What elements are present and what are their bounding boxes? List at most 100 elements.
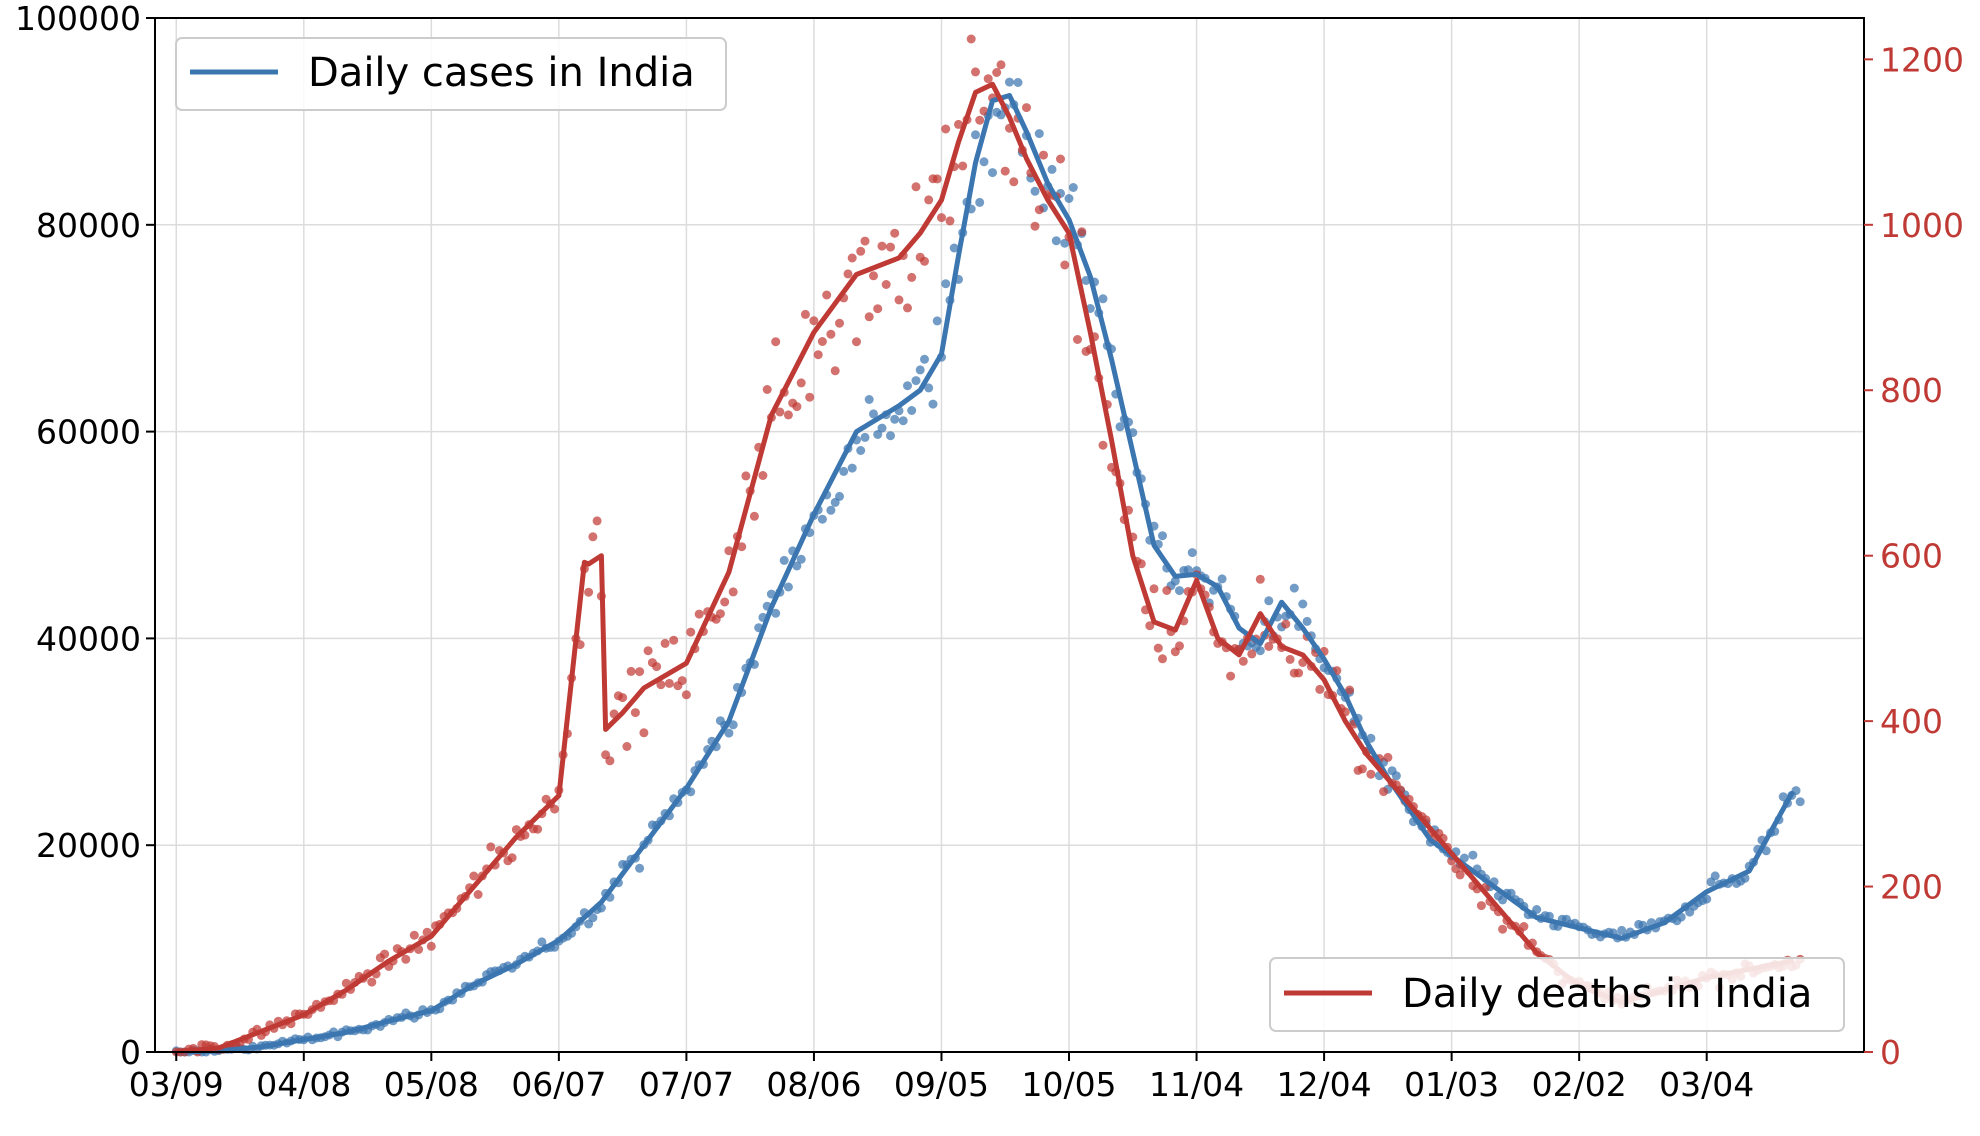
scatter-point — [881, 280, 891, 289]
scatter-point — [979, 106, 989, 116]
scatter-point — [1136, 559, 1146, 569]
scatter-point — [1073, 335, 1082, 344]
y-left-tick-label: 20000 — [36, 826, 141, 865]
y-right-tick-label: 800 — [1880, 371, 1943, 410]
scatter-point — [894, 295, 904, 305]
scatter-point — [1170, 576, 1180, 586]
scatter-point — [975, 115, 985, 125]
scatter-point — [847, 253, 857, 263]
y-right-tick-label: 1000 — [1880, 206, 1964, 245]
scatter-point — [1162, 586, 1172, 595]
scatter-point — [971, 67, 980, 77]
scatter-point — [1345, 685, 1355, 695]
scatter-point — [766, 589, 776, 599]
scatter-point — [1264, 596, 1274, 606]
scatter-point — [737, 542, 747, 552]
scatter-point — [715, 609, 725, 619]
scatter-point — [830, 366, 840, 376]
x-tick-label: 03/09 — [129, 1065, 224, 1104]
scatter-point — [664, 678, 674, 688]
scatter-point — [907, 272, 917, 282]
scatter-point — [996, 110, 1006, 120]
scatter-point — [1098, 294, 1108, 304]
scatter-point — [1153, 643, 1163, 653]
scatter-point — [1264, 641, 1274, 651]
series-line — [173, 93, 1795, 1055]
scatter-point — [928, 399, 938, 409]
scatter-point — [507, 853, 517, 863]
scatter-point — [533, 824, 543, 834]
scatter-point — [817, 514, 827, 524]
scatter-point — [426, 941, 436, 951]
scatter-point — [864, 312, 874, 322]
scatter-point — [1294, 668, 1304, 678]
scatter-point — [635, 863, 645, 873]
scatter-point — [1468, 850, 1478, 860]
scatter-point — [949, 243, 959, 253]
scatter-point — [932, 316, 942, 326]
scatter-point — [1455, 870, 1465, 880]
scatter-point — [1357, 764, 1367, 774]
scatter-point — [920, 256, 929, 266]
scatter-point — [915, 365, 925, 375]
scatter-point — [1005, 77, 1014, 87]
scatter-point — [877, 241, 887, 251]
scatter-point — [886, 242, 895, 252]
scatter-point — [779, 555, 789, 565]
scatter-point — [945, 216, 955, 226]
scatter-point — [367, 977, 377, 987]
scatter-point — [749, 511, 759, 521]
scatter-point — [1064, 194, 1074, 203]
legend-deaths-box — [1269, 957, 1845, 1032]
scatter-point — [1285, 654, 1295, 664]
scatter-point — [1778, 792, 1788, 802]
scatter-point — [1247, 649, 1257, 659]
scatter-point — [724, 546, 734, 556]
scatter-point — [584, 919, 594, 929]
scatter-point — [771, 337, 781, 347]
scatter-point — [681, 690, 691, 700]
scatter-point — [966, 34, 976, 44]
y-left-tick-label: 60000 — [36, 413, 141, 452]
scatter-point — [1383, 752, 1393, 762]
scatter-point — [979, 157, 989, 167]
scatter-point — [826, 329, 836, 339]
scatter-point — [886, 431, 895, 441]
scatter-point — [835, 491, 844, 501]
scatter-point — [856, 246, 866, 256]
scatter-point — [639, 728, 649, 738]
scatter-point — [796, 554, 806, 564]
scatter-point — [626, 666, 636, 676]
x-tick-label: 01/03 — [1404, 1065, 1499, 1104]
scatter-point — [1030, 221, 1040, 231]
scatter-point — [873, 430, 883, 439]
scatter-point — [792, 561, 802, 571]
scatter-point — [983, 74, 993, 84]
scatter-point — [852, 337, 861, 347]
x-tick-label: 04/08 — [256, 1065, 351, 1104]
y-left-tick-label: 80000 — [36, 206, 141, 245]
scatter-point — [920, 354, 929, 364]
scatter-point — [911, 376, 921, 386]
left-y-axis-tick-labels: 0 20000 40000 60000 80000 100000 — [15, 0, 141, 1072]
scatter-point — [1298, 599, 1308, 609]
scatter-point — [1519, 922, 1529, 931]
scatter-point — [1289, 583, 1299, 593]
scatter-point — [728, 587, 738, 597]
scatter-point — [907, 406, 917, 415]
scatter-point — [822, 290, 832, 300]
scatter-point — [622, 742, 632, 751]
scatter-point — [401, 954, 411, 964]
scatter-point — [677, 676, 687, 686]
scatter-point — [1175, 586, 1184, 596]
x-tick-label: 12/04 — [1277, 1065, 1372, 1104]
scatter-point — [588, 913, 598, 923]
scatter-point — [911, 182, 921, 192]
scatter-point — [975, 197, 985, 207]
y-right-tick-label: 400 — [1880, 702, 1943, 741]
scatter-point — [775, 407, 785, 417]
scatter-point — [1498, 895, 1508, 905]
scatter-point — [783, 582, 793, 592]
scatter-point — [809, 316, 819, 326]
